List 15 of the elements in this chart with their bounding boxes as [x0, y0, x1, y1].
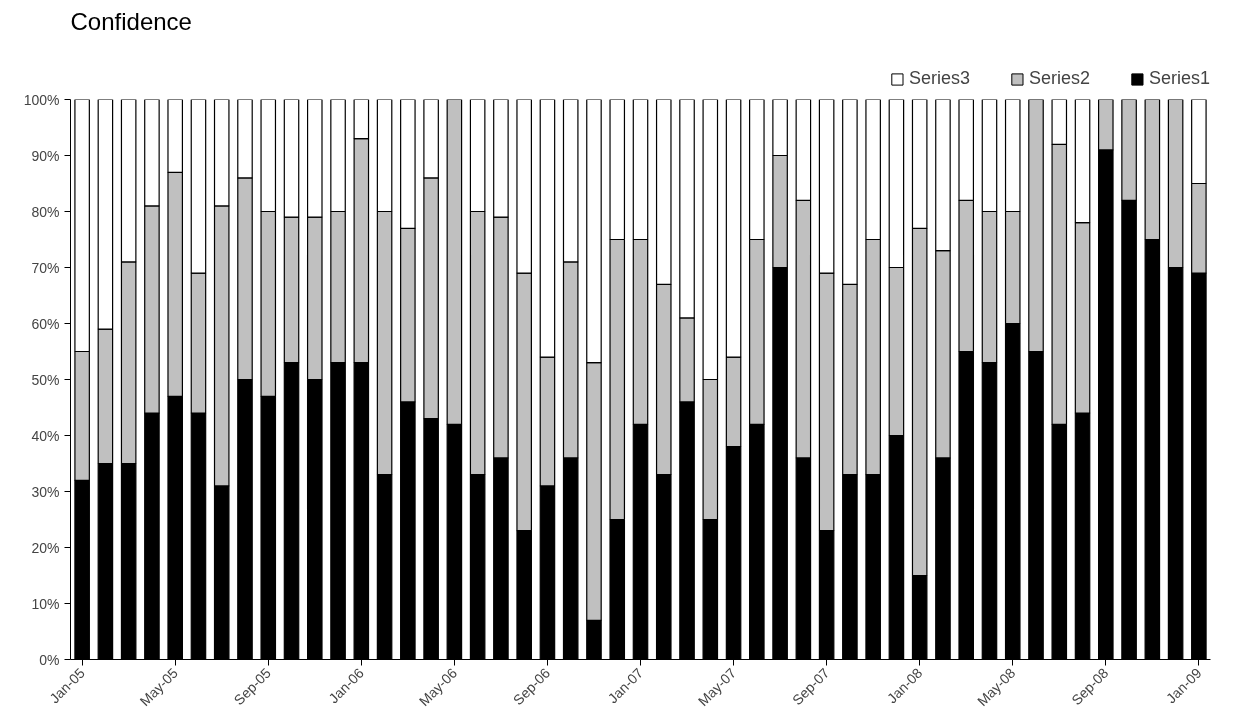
y-tick-label: 70% [31, 259, 60, 276]
legend-label: Series1 [1148, 68, 1210, 89]
legend-label: Series3 [908, 68, 970, 89]
y-tick-label: 40% [31, 427, 60, 444]
y-tick-label: 0% [39, 651, 60, 668]
y-tick-label: 10% [31, 595, 60, 612]
y-tick-label: 20% [31, 539, 60, 556]
chart-title: Confidence [70, 7, 192, 35]
y-tick-label: 30% [31, 483, 60, 500]
y-tick-label: 50% [31, 371, 60, 388]
y-tick-label: 60% [31, 315, 60, 332]
y-tick-label: 100% [23, 91, 60, 108]
y-tick-label: 80% [31, 203, 60, 220]
legend-label: Series2 [1028, 68, 1090, 89]
y-tick-label: 90% [31, 147, 60, 164]
